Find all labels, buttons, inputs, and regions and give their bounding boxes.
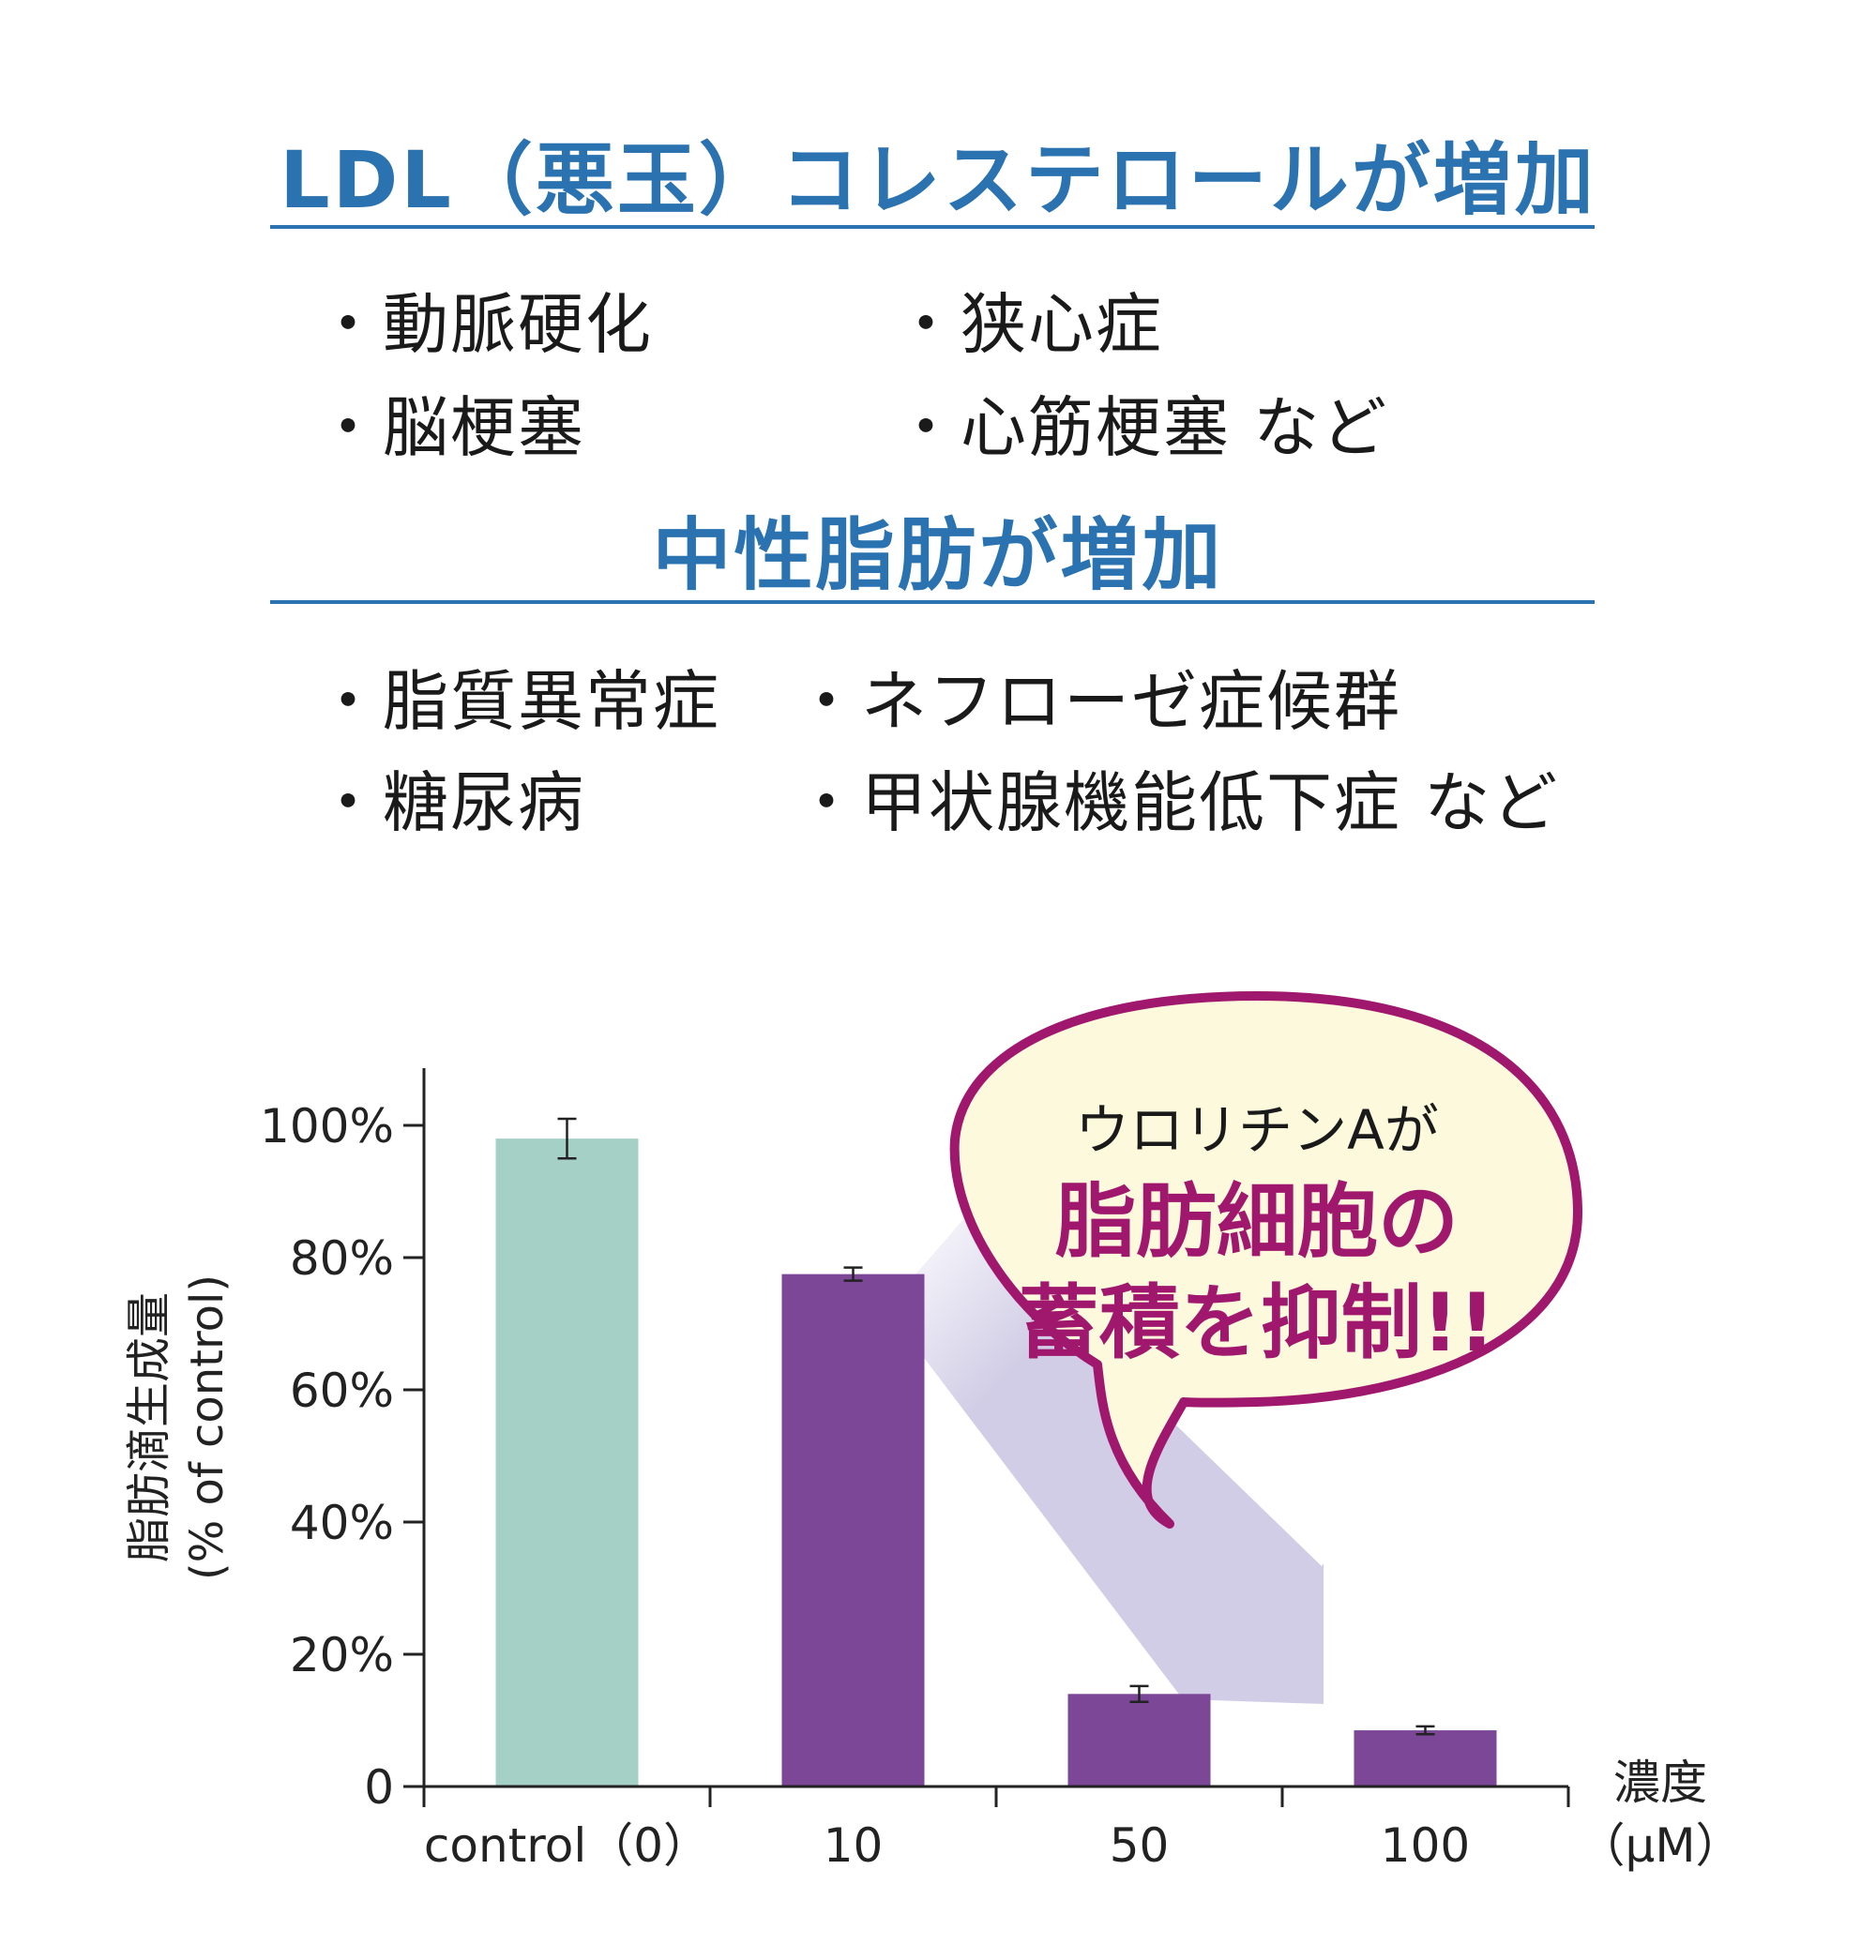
axis-labels: 脂肪滴生成量 (% of control) 濃度 （μM） xyxy=(123,1274,1742,1873)
y-axis-title-main: 脂肪滴生成量 xyxy=(123,1292,175,1562)
callout-line3: 蓄積を抑制!! xyxy=(1018,1276,1496,1370)
section1-item: ・動脈硬化 xyxy=(315,286,653,363)
bar-3 xyxy=(1354,1730,1497,1787)
x-tick-label-3: 100 xyxy=(1381,1818,1470,1873)
bar-1 xyxy=(781,1274,925,1787)
section2-item: ・甲状腺機能低下症 など xyxy=(794,764,1560,841)
y-axis-title-unit: (% of control) xyxy=(181,1274,234,1580)
y-tick-label-2: 40% xyxy=(290,1496,394,1550)
section2-heading: 中性脂肪が増加 xyxy=(652,509,1224,601)
y-tick-label-5: 100% xyxy=(260,1099,394,1153)
decrease-arrow xyxy=(886,1219,1324,1704)
bar-2 xyxy=(1067,1694,1211,1787)
bar-0 xyxy=(495,1138,639,1787)
section2-item: ・糖尿病 xyxy=(315,764,585,841)
section1-item: ・狭心症 xyxy=(893,286,1163,363)
section2-divider xyxy=(270,600,1595,604)
y-axis-title: 脂肪滴生成量 (% of control) xyxy=(123,1274,234,1580)
y-tick-label-1: 20% xyxy=(290,1628,394,1682)
section1-divider xyxy=(270,225,1595,229)
callout-line1: ウロリチンAが xyxy=(1075,1098,1439,1162)
section2-item: ・脂質異常症 xyxy=(315,663,720,740)
x-axis-title-unit: （μM） xyxy=(1579,1818,1743,1873)
x-axis-title-main: 濃度 xyxy=(1613,1756,1707,1810)
callout-bubble-shape xyxy=(949,991,1583,1529)
y-tick-label-3: 60% xyxy=(290,1364,394,1418)
callout-bubble xyxy=(949,991,1583,1529)
y-tick-label-4: 80% xyxy=(290,1231,394,1286)
section1-item: ・脳梗塞 xyxy=(315,389,585,466)
axes: 0 20% 40% 60% 80% 100% control（0） 10 50 100 xyxy=(260,1068,1570,1873)
decrease-arrow-shape xyxy=(886,1219,1324,1704)
section1-heading: LDL（悪玉）コレステロールが増加 xyxy=(280,134,1596,226)
callout-line2: 脂肪細胞の xyxy=(1055,1175,1459,1269)
bars xyxy=(495,1117,1497,1787)
section2-item: ・ネフローゼ症候群 xyxy=(794,663,1401,740)
y-tick-label-0: 0 xyxy=(364,1760,394,1815)
x-tick-label-0: control（0） xyxy=(424,1818,710,1873)
x-tick-label-1: 10 xyxy=(824,1818,884,1873)
x-tick-label-2: 50 xyxy=(1110,1818,1170,1873)
section1-item: ・心筋梗塞 など xyxy=(893,389,1389,466)
